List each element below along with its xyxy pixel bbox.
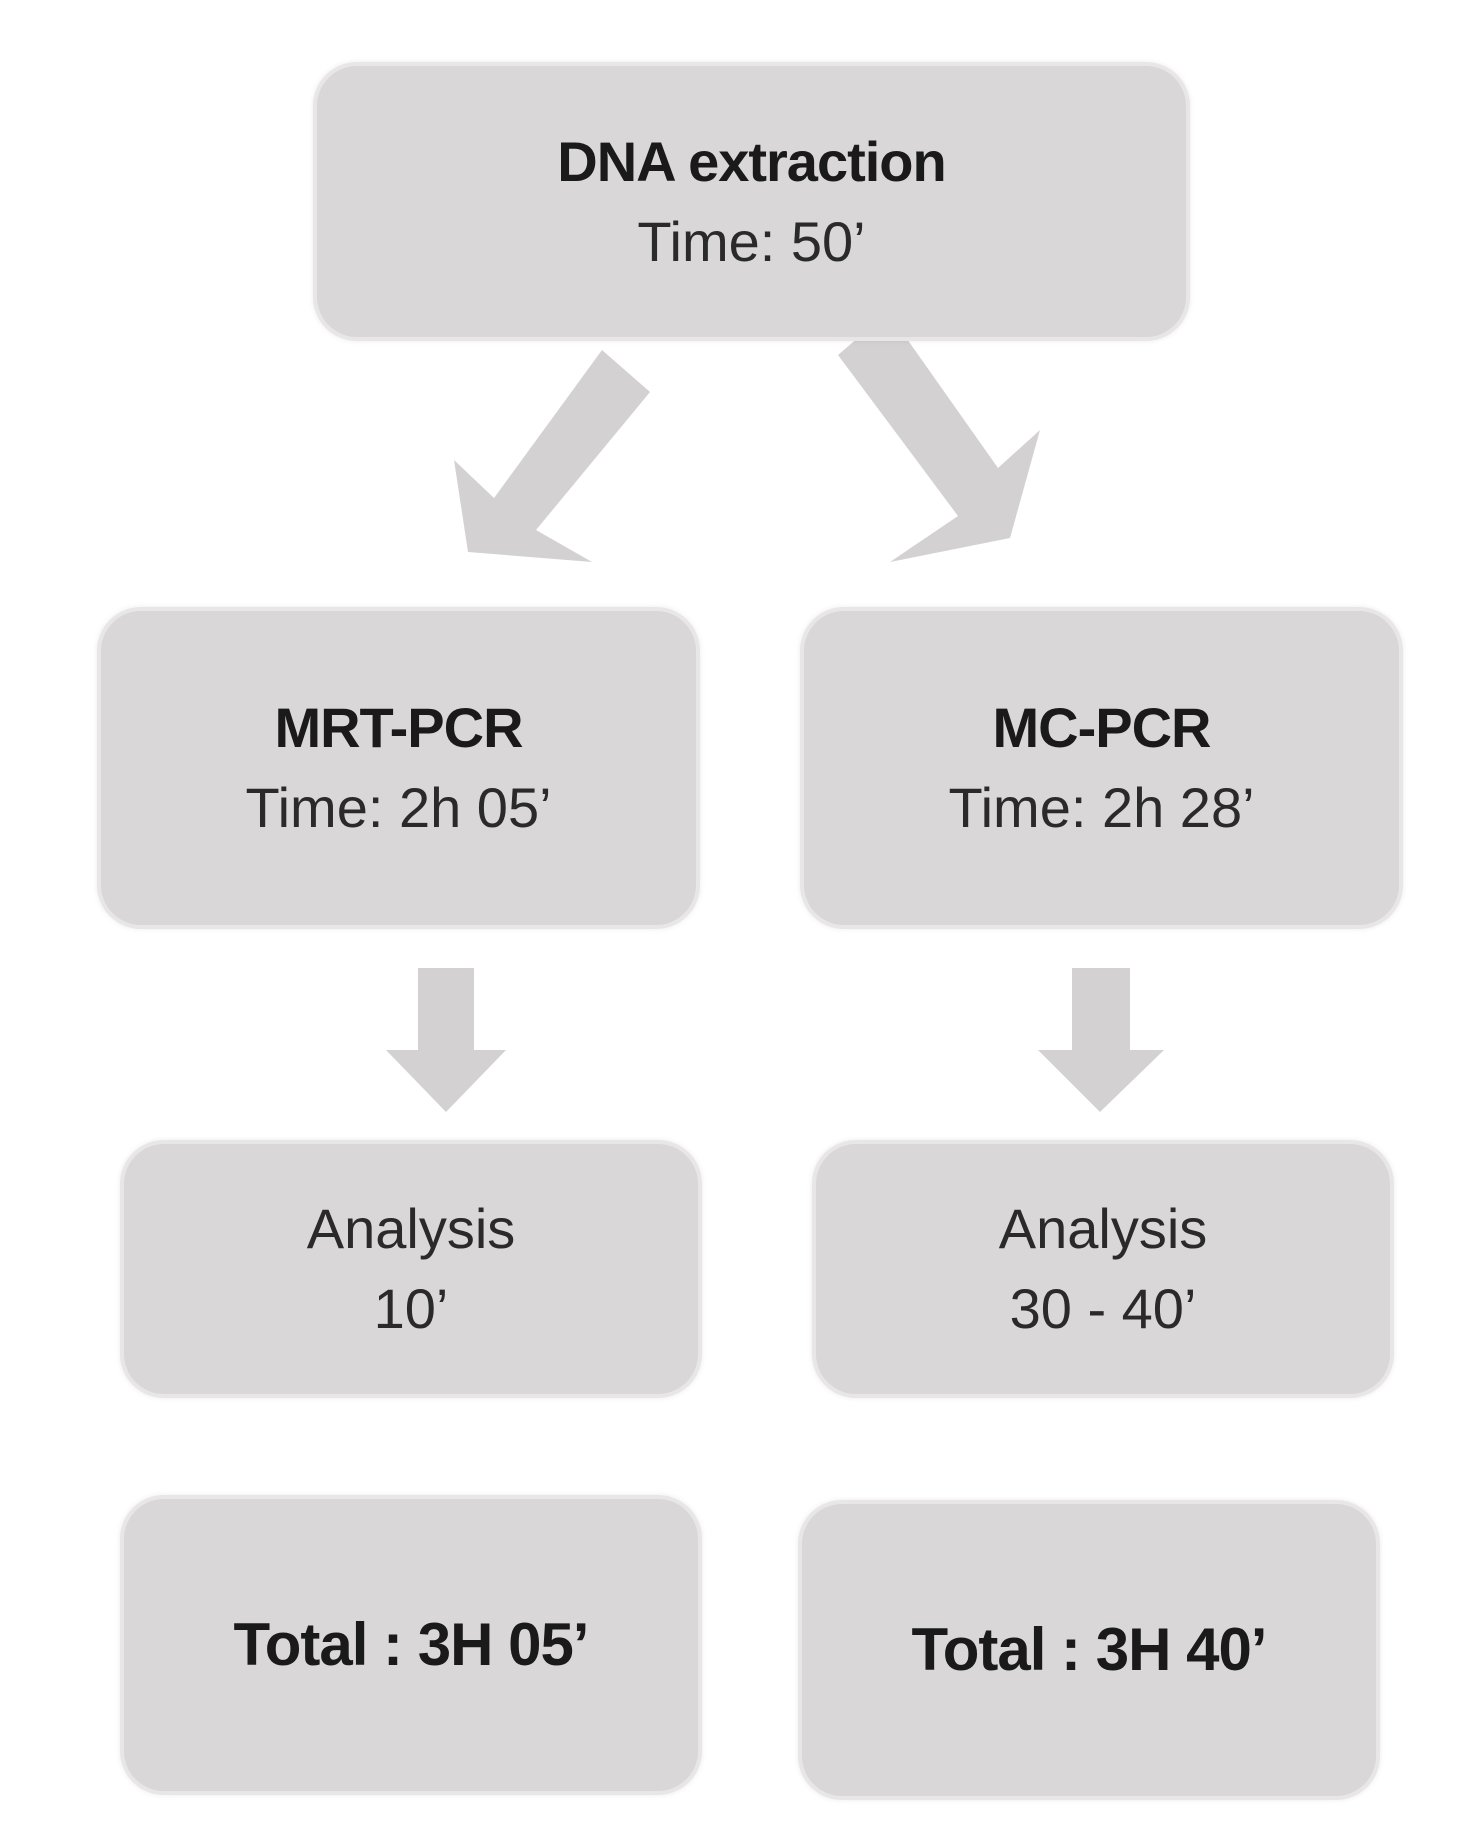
- arrow-down-right: [1038, 968, 1164, 1112]
- analysis-left-time: 10’: [373, 1277, 449, 1340]
- analysis-right-title: Analysis: [998, 1197, 1208, 1260]
- arrow-diagonal-left: [454, 350, 650, 562]
- total-right-box: Total : 3H 40’: [798, 1500, 1380, 1800]
- dna-extraction-title: DNA extraction: [557, 129, 946, 193]
- mrt-pcr-time: Time: 2h 05’: [245, 776, 552, 839]
- mrt-pcr-title: MRT-PCR: [274, 696, 523, 759]
- total-left-label: Total : 3H 05’: [233, 1611, 590, 1678]
- analysis-right-time: 30 - 40’: [1009, 1277, 1197, 1340]
- dna-extraction-box: DNA extraction Time: 50’: [313, 62, 1190, 341]
- mc-pcr-time: Time: 2h 28’: [948, 776, 1255, 839]
- arrow-diagonal-right: [838, 312, 1040, 562]
- arrow-down-left: [386, 968, 506, 1112]
- mc-pcr-box: MC-PCR Time: 2h 28’: [800, 607, 1403, 929]
- analysis-right-box: Analysis 30 - 40’: [812, 1140, 1394, 1398]
- mc-pcr-title: MC-PCR: [992, 696, 1212, 759]
- mrt-pcr-box: MRT-PCR Time: 2h 05’: [97, 607, 700, 929]
- total-left-box: Total : 3H 05’: [120, 1495, 702, 1795]
- dna-extraction-time: Time: 50’: [637, 209, 866, 273]
- analysis-left-box: Analysis 10’: [120, 1140, 702, 1398]
- total-right-label: Total : 3H 40’: [911, 1616, 1268, 1683]
- analysis-left-title: Analysis: [306, 1197, 516, 1260]
